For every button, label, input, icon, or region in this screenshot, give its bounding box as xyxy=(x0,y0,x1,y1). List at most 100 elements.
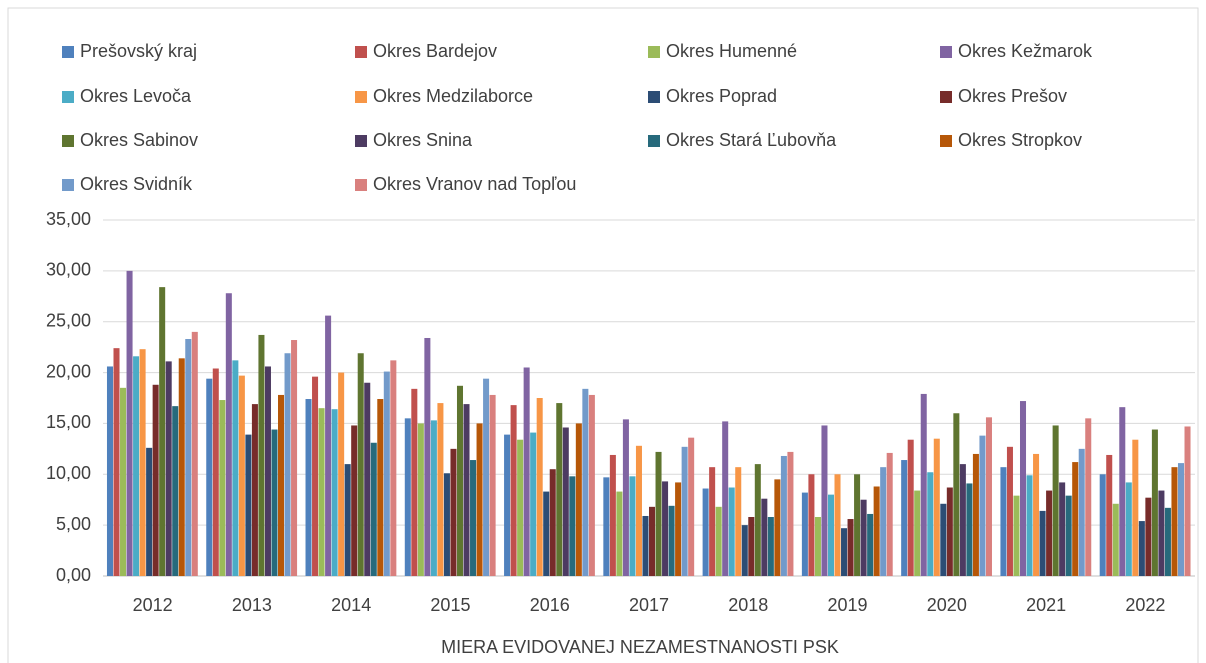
legend-label: Okres Prešov xyxy=(958,86,1067,106)
x-tick-label: 2016 xyxy=(530,595,570,615)
bar xyxy=(338,372,345,576)
legend-swatch xyxy=(940,46,952,58)
bar xyxy=(264,366,271,576)
x-tick-label: 2015 xyxy=(430,595,470,615)
bar xyxy=(212,368,219,576)
bar xyxy=(801,492,808,576)
bar xyxy=(284,353,291,576)
bar xyxy=(1112,503,1119,576)
legend-label: Okres Humenné xyxy=(666,41,797,61)
bar xyxy=(172,406,179,576)
bar xyxy=(437,403,444,576)
y-tick-label: 0,00 xyxy=(56,565,91,585)
bar xyxy=(979,435,986,576)
bar xyxy=(1000,467,1007,576)
bar xyxy=(1158,490,1165,576)
bar xyxy=(582,388,589,576)
legend-label: Okres Svidník xyxy=(80,174,193,194)
x-tick-label: 2018 xyxy=(728,595,768,615)
bar xyxy=(312,376,319,576)
bar xyxy=(847,519,854,576)
bar xyxy=(278,394,285,576)
legend-label: Okres Levoča xyxy=(80,86,192,106)
bar xyxy=(530,432,537,576)
bar xyxy=(767,517,774,576)
x-tick-label: 2022 xyxy=(1125,595,1165,615)
bar xyxy=(504,434,511,576)
bar xyxy=(616,491,623,576)
legend-label: Okres Stará Ľubovňa xyxy=(666,130,837,150)
bar xyxy=(914,490,921,576)
y-tick-label: 5,00 xyxy=(56,514,91,534)
bar xyxy=(443,473,450,576)
x-tick-label: 2020 xyxy=(927,595,967,615)
legend-swatch xyxy=(62,179,74,191)
bar xyxy=(206,378,213,576)
bar xyxy=(1138,521,1145,576)
bar xyxy=(821,425,828,576)
legend-swatch xyxy=(940,91,952,103)
bar xyxy=(470,460,477,576)
bar xyxy=(780,455,787,576)
bar xyxy=(1078,448,1085,576)
bar xyxy=(1059,482,1066,576)
x-tick-label: 2014 xyxy=(331,595,371,615)
bar xyxy=(113,348,120,576)
bar xyxy=(357,353,364,576)
bar xyxy=(331,409,338,576)
bar xyxy=(271,429,278,576)
bar xyxy=(1052,425,1059,576)
bar xyxy=(668,505,675,576)
legend-swatch xyxy=(62,135,74,147)
bar xyxy=(1145,497,1152,576)
legend-swatch xyxy=(355,46,367,58)
bar xyxy=(681,446,688,576)
bar xyxy=(225,293,232,576)
bar xyxy=(232,360,239,576)
y-tick-label: 35,00 xyxy=(46,209,91,229)
bar xyxy=(715,506,722,576)
legend-label: Okres Vranov nad Topľou xyxy=(373,174,576,194)
bar xyxy=(1006,446,1013,576)
legend-label: Prešovský kraj xyxy=(80,41,197,61)
bar xyxy=(920,393,927,576)
bar xyxy=(370,442,377,576)
bar xyxy=(1132,439,1139,576)
bar xyxy=(510,405,517,576)
bar xyxy=(927,472,934,576)
bar xyxy=(649,506,656,576)
bar xyxy=(1099,474,1106,576)
bar xyxy=(814,517,821,576)
bar xyxy=(966,483,973,576)
bar xyxy=(880,467,887,576)
x-tick-label: 2017 xyxy=(629,595,669,615)
y-tick-label: 30,00 xyxy=(46,260,91,280)
bar xyxy=(291,340,298,576)
bar xyxy=(985,417,992,576)
bar xyxy=(305,399,312,576)
bar xyxy=(642,515,649,576)
x-tick-label: 2021 xyxy=(1026,595,1066,615)
bar xyxy=(1085,418,1092,576)
bar xyxy=(722,421,729,576)
x-tick-label: 2012 xyxy=(133,595,173,615)
bar xyxy=(152,384,159,576)
legend-swatch xyxy=(355,135,367,147)
bar xyxy=(808,474,815,576)
bar xyxy=(185,339,192,576)
bar xyxy=(575,423,582,576)
bar xyxy=(635,445,642,576)
bar xyxy=(318,408,325,576)
bar xyxy=(1151,429,1158,576)
legend-label: Okres Sabinov xyxy=(80,130,198,150)
bar xyxy=(139,349,146,576)
legend-label: Okres Stropkov xyxy=(958,130,1082,150)
bar xyxy=(404,418,411,576)
bar xyxy=(702,488,709,576)
legend-swatch xyxy=(355,179,367,191)
bar xyxy=(886,452,893,576)
bar xyxy=(860,499,867,576)
bar xyxy=(258,334,265,576)
